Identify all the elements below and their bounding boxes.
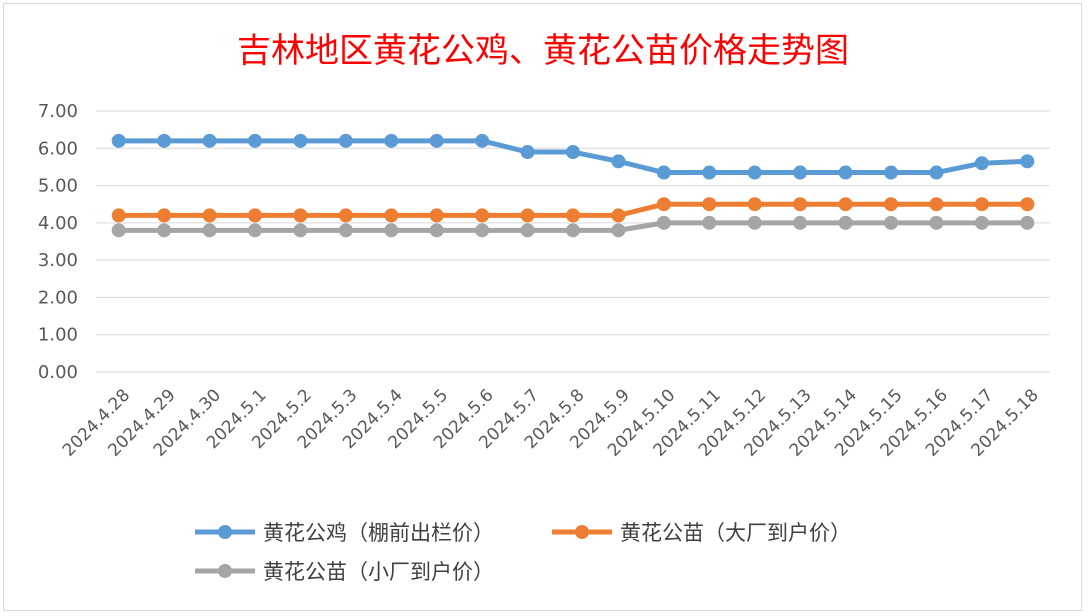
series-3	[111, 215, 1035, 238]
data-point	[429, 208, 444, 223]
data-point	[566, 208, 580, 223]
data-point	[111, 133, 126, 148]
data-point	[338, 223, 353, 238]
data-point	[202, 223, 217, 238]
data-point	[884, 165, 898, 180]
data-point	[974, 215, 989, 230]
data-point	[793, 215, 808, 230]
y-tick-label: 2.00	[38, 287, 78, 308]
y-tick-label: 4.00	[38, 213, 78, 234]
data-point	[202, 133, 217, 148]
data-point	[293, 133, 308, 148]
data-point	[520, 208, 535, 223]
data-point	[838, 215, 853, 230]
x-axis-ticks: 2024.4.282024.4.292024.4.302024.5.12024.…	[59, 385, 1043, 460]
data-point	[248, 133, 262, 148]
legend-label: 黄花公苗（大厂到户价）	[620, 521, 851, 545]
legend-item: 黄花公苗（小厂到户价）	[195, 560, 494, 584]
data-point	[1020, 197, 1035, 212]
data-point	[747, 197, 762, 212]
data-point	[338, 133, 353, 148]
legend-item: 黄花公苗（大厂到户价）	[552, 521, 851, 545]
data-point	[611, 154, 626, 169]
data-point	[611, 223, 626, 238]
legend-marker	[218, 525, 232, 539]
legend-label: 黄花公鸡（棚前出栏价）	[263, 521, 494, 545]
data-point	[793, 197, 808, 212]
y-tick-label: 5.00	[38, 176, 78, 197]
data-point	[974, 197, 989, 212]
data-point	[702, 215, 717, 230]
data-point	[929, 165, 944, 180]
legend-label: 黄花公苗（小厂到户价）	[263, 560, 494, 584]
y-tick-label: 3.00	[38, 250, 78, 271]
data-point	[747, 165, 762, 180]
data-point	[293, 223, 308, 238]
data-point	[838, 197, 853, 212]
data-point	[384, 133, 399, 148]
data-point	[793, 165, 808, 180]
data-point	[248, 208, 262, 223]
series-1	[111, 133, 1035, 180]
data-point	[566, 145, 580, 160]
data-point	[338, 208, 353, 223]
legend: 黄花公鸡（棚前出栏价） 黄花公苗（大厂到户价） 黄花公苗（小厂到户价）	[195, 521, 851, 584]
data-point	[747, 215, 762, 230]
y-tick-label: 0.00	[38, 362, 78, 383]
legend-marker	[575, 525, 589, 539]
data-point	[929, 197, 944, 212]
data-point	[566, 223, 580, 238]
data-point	[656, 197, 671, 212]
data-point	[611, 208, 626, 223]
data-point	[475, 223, 490, 238]
data-point	[202, 208, 217, 223]
data-point	[520, 145, 535, 160]
data-point	[1020, 215, 1035, 230]
data-point	[157, 208, 172, 223]
data-point	[656, 165, 671, 180]
legend-marker	[218, 564, 232, 578]
y-tick-label: 1.00	[38, 325, 78, 346]
data-point	[111, 223, 126, 238]
data-point	[384, 223, 399, 238]
data-point	[656, 215, 671, 230]
data-point	[884, 197, 898, 212]
data-point	[884, 215, 898, 230]
chart-frame	[3, 3, 1082, 611]
series-lines	[111, 133, 1035, 238]
data-point	[384, 208, 399, 223]
data-point	[838, 165, 853, 180]
y-axis-ticks: 0.00 1.00 2.00 3.00 4.00 5.00 6.00 7.00	[38, 101, 78, 383]
data-point	[293, 208, 308, 223]
data-point	[475, 133, 490, 148]
y-tick-label: 6.00	[38, 138, 78, 159]
data-point	[157, 223, 172, 238]
data-point	[974, 156, 989, 171]
series-2	[111, 197, 1035, 223]
data-point	[929, 215, 944, 230]
data-point	[429, 223, 444, 238]
y-tick-label: 7.00	[38, 101, 78, 122]
gridlines	[96, 110, 1050, 373]
data-point	[429, 133, 444, 148]
data-point	[1020, 154, 1035, 169]
data-point	[248, 223, 262, 238]
data-point	[111, 208, 126, 223]
legend-item: 黄花公鸡（棚前出栏价）	[195, 521, 494, 545]
data-point	[702, 165, 717, 180]
data-point	[702, 197, 717, 212]
chart-title: 吉林地区黄花公鸡、黄花公苗价格走势图	[237, 31, 849, 71]
data-point	[520, 223, 535, 238]
data-point	[475, 208, 490, 223]
data-point	[157, 133, 172, 148]
